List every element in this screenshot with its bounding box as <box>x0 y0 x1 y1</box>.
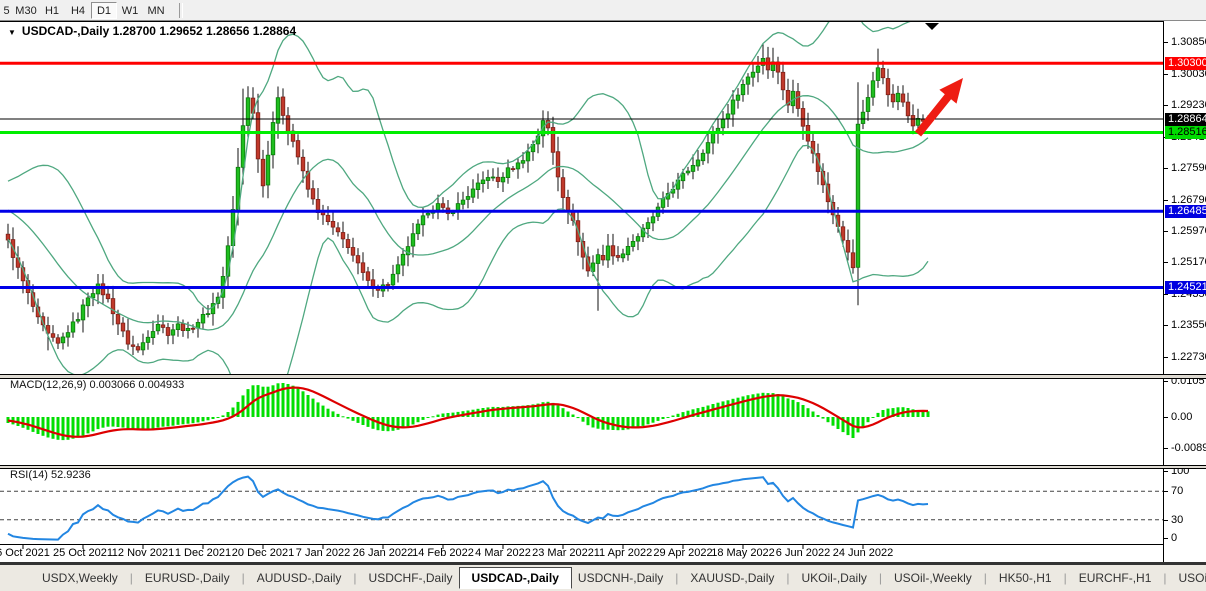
macd-tick-label: 0.00 <box>1171 411 1193 423</box>
timeframe-button-h1[interactable]: H1 <box>44 4 60 17</box>
axis-tick <box>1164 471 1168 472</box>
axis-tick <box>1164 104 1168 106</box>
timeframe-button-5[interactable]: 5 <box>3 4 10 17</box>
axis-tick <box>1164 42 1168 43</box>
tab-audusd-daily[interactable]: AUDUSD-,Daily <box>256 571 342 585</box>
tab-separator: | <box>675 571 679 585</box>
axis-tick <box>1164 417 1168 418</box>
tab-separator: | <box>241 571 245 585</box>
price-tick-label: 1.26790 <box>1171 193 1206 206</box>
date-label: 6 Jun 2022 <box>775 547 831 559</box>
date-label: 26 Jan 2022 <box>352 547 414 559</box>
rsi-tick-label: 0 <box>1171 532 1178 544</box>
date-label: 20 Dec 2021 <box>231 547 295 559</box>
symbol-dropdown-icon[interactable]: ▼ <box>8 27 16 37</box>
axis-tick <box>1164 448 1168 449</box>
tab-separator: | <box>1063 571 1067 585</box>
date-label: 12 Nov 2021 <box>111 547 175 559</box>
timeframe-button-d1[interactable]: D1 <box>91 1 117 19</box>
timeframe-button-h4[interactable]: H4 <box>70 4 86 17</box>
chart-tab-bar: USDX,Weekly | EURUSD-,Daily | AUDUSD-,Daily |… <box>0 565 1206 591</box>
tab-separator: | <box>1163 571 1167 585</box>
chart-shift-marker <box>925 23 939 30</box>
timeframe-button-m30[interactable]: M30 <box>15 4 37 17</box>
axis-tick <box>1164 168 1168 170</box>
tab-xauusd-daily[interactable]: XAUUSD-,Daily <box>690 571 775 585</box>
rsi-tick-label: 30 <box>1171 514 1184 526</box>
tab-eurchf-h1[interactable]: EURCHF-,H1 <box>1078 571 1152 585</box>
tab-usdx-weekly[interactable]: USDX,Weekly <box>42 571 118 585</box>
tab-hk50-h1[interactable]: HK50-,H1 <box>998 571 1052 585</box>
macd-panel <box>6 383 930 441</box>
price-badge-1.30300: 1.30300 <box>1165 56 1206 70</box>
date-label: 11 Apr 2022 <box>593 547 653 559</box>
price-tick-label: 1.29230 <box>1171 98 1206 111</box>
date-label: 23 Mar 2022 <box>532 547 594 559</box>
date-label: 18 May 2022 <box>711 547 775 559</box>
axis-tick <box>1164 357 1168 358</box>
axis-tick <box>1164 199 1168 201</box>
date-label: 14 Feb 2022 <box>412 547 474 559</box>
tab-usdcad-daily[interactable]: USDCAD-,Daily <box>458 567 572 589</box>
date-label: 7 Jan 2022 <box>295 547 351 559</box>
axis-tick <box>1164 262 1168 264</box>
price-tick-label: 1.30850 <box>1171 36 1206 48</box>
tab-separator: | <box>353 571 357 585</box>
axis-tick <box>1164 73 1168 75</box>
axis-tick <box>1164 520 1168 521</box>
timeframe-button-w1[interactable]: W1 <box>121 4 139 17</box>
chart-canvas[interactable] <box>0 21 1163 564</box>
timeframe-toolbar: 5 M30 H1 H4 D1 W1 MN <box>0 0 1206 21</box>
rsi-panel <box>0 475 1163 541</box>
tab-separator: | <box>129 571 133 585</box>
price-badge-1.26485: 1.26485 <box>1165 204 1206 218</box>
price-tick-label: 1.25170 <box>1171 256 1206 269</box>
date-label: 29 Apr 2022 <box>653 547 713 559</box>
tab-usdchf-daily[interactable]: USDCHF-,Daily <box>368 571 453 585</box>
toolbar-separator <box>179 2 183 18</box>
trend-arrow[interactable] <box>914 78 963 137</box>
chart-title: ▼ USDCAD-,Daily 1.28700 1.29652 1.28656 … <box>8 24 296 38</box>
price-tick-label: 1.30030 <box>1171 67 1206 80</box>
tab-usoil-weekly[interactable]: USOil-,Weekly <box>893 571 972 585</box>
date-label: 6 Oct 2021 <box>0 547 50 559</box>
timeframe-button-mn[interactable]: MN <box>147 4 165 17</box>
tab-eurusd-daily[interactable]: EURUSD-,Daily <box>144 571 230 585</box>
axis-tick <box>1164 231 1168 233</box>
price-badge-1.28864: 1.28864 <box>1165 112 1206 126</box>
window-bottom-edge <box>0 562 1206 565</box>
price-tick-label: 1.27590 <box>1171 162 1206 175</box>
date-label: 1 Dec 2021 <box>174 547 232 559</box>
tab-usoil-h[interactable]: USOil-,H <box>1178 571 1206 585</box>
price-axis[interactable]: 1.308501.300301.292301.284101.275901.267… <box>1163 21 1206 562</box>
rsi-tick-label: 70 <box>1171 485 1184 497</box>
axis-tick <box>1164 381 1168 382</box>
axis-tick <box>1164 325 1168 327</box>
price-tick-label: 1.23550 <box>1171 319 1206 332</box>
panel-separator-macd[interactable] <box>0 374 1206 379</box>
date-label: 24 Jun 2022 <box>832 547 894 559</box>
axis-tick <box>1164 294 1168 296</box>
tab-usdcnh-daily[interactable]: USDCNH-,Daily <box>577 571 664 585</box>
tab-separator: | <box>983 571 987 585</box>
date-axis[interactable]: 6 Oct 2021 25 Oct 2021 12 Nov 2021 1 Dec 20… <box>0 547 1163 562</box>
axis-tick <box>1164 538 1168 539</box>
price-tick-label: 1.25970 <box>1171 225 1206 238</box>
tab-separator: | <box>786 571 790 585</box>
chart-title-text: USDCAD-,Daily 1.28700 1.29652 1.28656 1.… <box>21 24 297 38</box>
price-badge-1.24521: 1.24521 <box>1165 281 1206 295</box>
price-badge-1.28516: 1.28516 <box>1165 126 1206 140</box>
macd-tick-label: -0.00896 <box>1171 442 1206 454</box>
date-label: 25 Oct 2021 <box>53 547 113 559</box>
tab-separator: | <box>878 571 882 585</box>
tab-ukoil-daily[interactable]: UKOil-,Daily <box>801 571 867 585</box>
panel-separator-rsi[interactable] <box>0 465 1206 469</box>
axis-tick <box>1164 491 1168 492</box>
date-label: 4 Mar 2022 <box>475 547 531 559</box>
price-panel <box>0 22 1163 375</box>
